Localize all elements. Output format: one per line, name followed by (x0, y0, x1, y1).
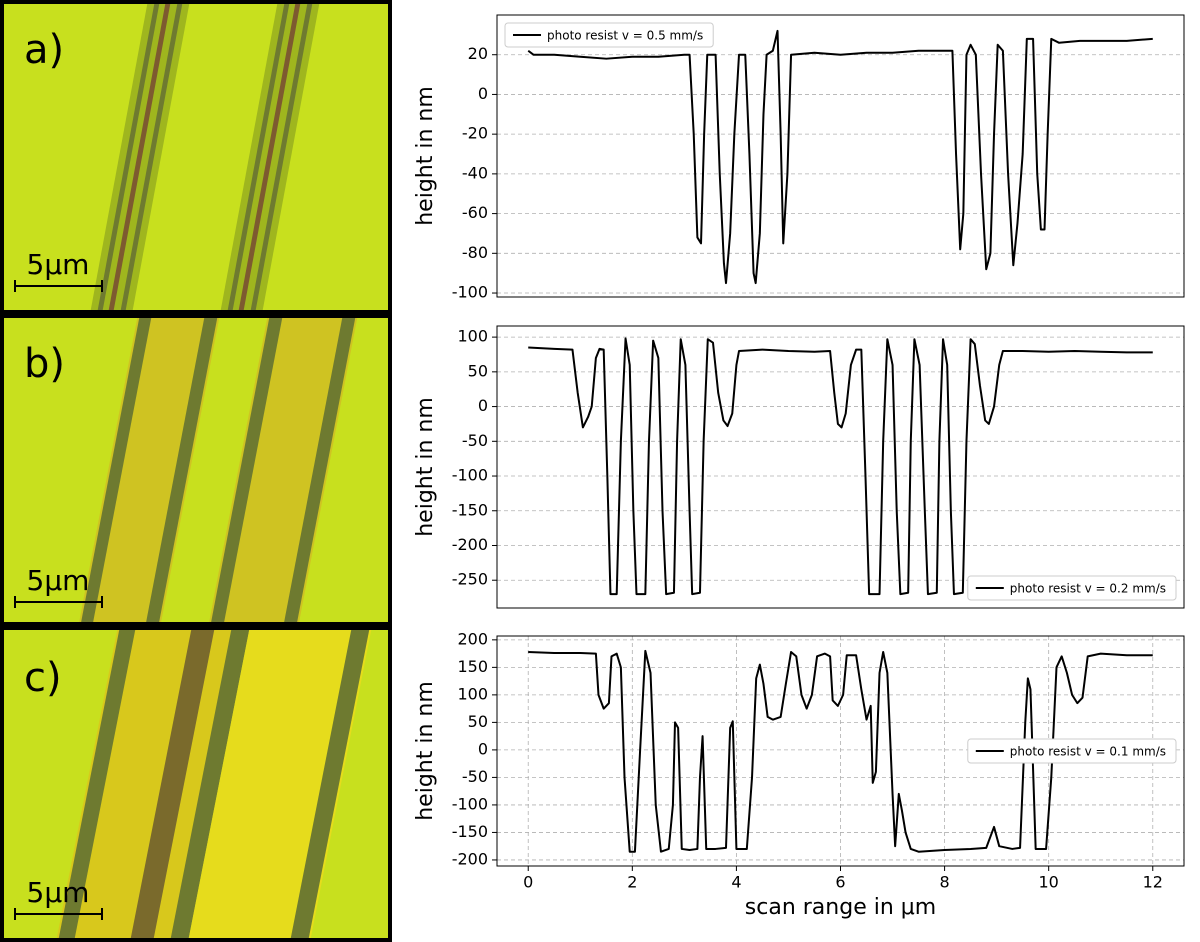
legend-box (967, 575, 1177, 601)
y-tick-label: 0 (478, 739, 488, 758)
panel-label: b) (24, 341, 65, 387)
y-tick-label: 50 (468, 361, 488, 380)
legend-label: photo resist v = 0.1 mm/s (1010, 745, 1166, 759)
legend-label: photo resist v = 0.2 mm/s (1010, 582, 1166, 596)
y-tick-label: -250 (452, 570, 488, 589)
y-axis-label: height in nm (413, 397, 438, 537)
micrograph-a (2, 2, 390, 312)
y-tick-label: -40 (462, 163, 488, 182)
legend: photo resist v = 0.5 mm/s (504, 22, 714, 48)
y-axis-label: height in nm (413, 86, 438, 226)
y-tick-label: 150 (457, 657, 488, 676)
y-tick-label: -150 (452, 500, 488, 519)
x-tick-label: 8 (939, 873, 949, 892)
plot-frame (496, 14, 1185, 298)
x-tick-label: 2 (627, 873, 637, 892)
y-tick-label: -150 (452, 822, 488, 841)
y-tick-label: 0 (478, 396, 488, 415)
x-axis-label: scan range in μm (745, 895, 936, 920)
y-tick-label: 0 (478, 84, 488, 103)
y-tick-label: 100 (457, 684, 488, 703)
scale-bars (14, 280, 103, 920)
micrograph-c (2, 628, 390, 940)
y-tick-label: -60 (462, 203, 488, 222)
y-tick-label: 100 (457, 327, 488, 346)
y-tick-label: 50 (468, 712, 488, 731)
y-tick-label: 20 (468, 44, 488, 63)
y-tick-label: -200 (452, 849, 488, 868)
y-tick-label: -100 (452, 794, 488, 813)
y-tick-label: -50 (462, 767, 488, 786)
x-tick-label: 0 (523, 873, 533, 892)
data-line (528, 649, 1153, 853)
y-tick-label: -100 (452, 283, 488, 302)
panel-label: a) (24, 27, 64, 73)
y-axis-label: height in nm (413, 681, 438, 821)
x-tick-label: 4 (731, 873, 741, 892)
x-tick-label: 10 (1039, 873, 1059, 892)
legend-label: photo resist v = 0.5 mm/s (547, 29, 703, 43)
scale-bar-label: 5µm (27, 876, 90, 909)
x-tick-label: 12 (1143, 873, 1163, 892)
legend: photo resist v = 0.1 mm/s (967, 738, 1177, 764)
y-tick-label: -100 (452, 466, 488, 485)
x-tick-label: 6 (835, 873, 845, 892)
scale-bar-label: 5µm (27, 248, 90, 281)
micrograph-b (2, 316, 390, 624)
y-tick-label: 200 (457, 629, 488, 648)
data-line (527, 29, 1153, 285)
scale-bar-label: 5µm (27, 564, 90, 597)
legend-box (967, 738, 1177, 764)
y-tick-label: -50 (462, 431, 488, 450)
panel-label: c) (24, 655, 62, 701)
plot-frame (496, 325, 1185, 609)
plot-frame (496, 635, 1185, 867)
data-line (528, 337, 1153, 596)
y-tick-label: -200 (452, 535, 488, 554)
y-tick-label: -20 (462, 124, 488, 143)
legend: photo resist v = 0.2 mm/s (967, 575, 1177, 601)
y-tick-label: -80 (462, 243, 488, 262)
legend-box (504, 22, 714, 48)
